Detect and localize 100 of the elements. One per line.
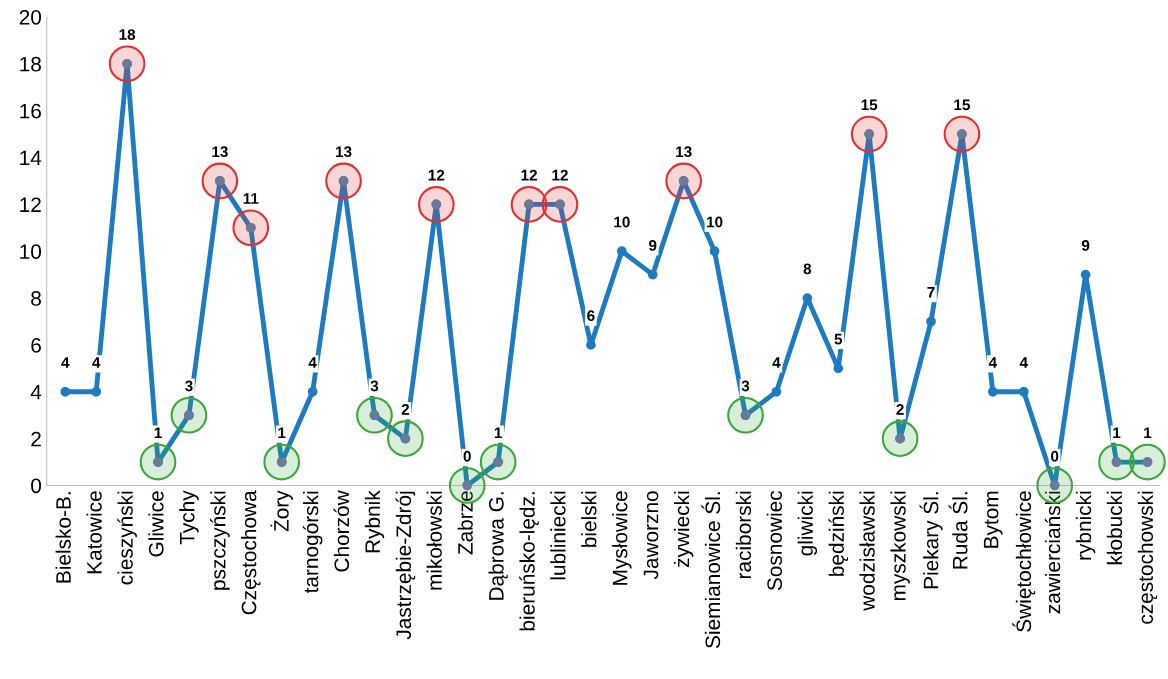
x-tick-label: myszkowski — [890, 491, 910, 601]
data-label: 1 — [154, 427, 162, 439]
data-label: 4 — [308, 357, 317, 368]
x-tick-label: będziński — [828, 491, 849, 576]
data-label: 2 — [401, 403, 410, 415]
data-label: 3 — [741, 380, 750, 392]
y-tick-label: 12 — [20, 197, 41, 212]
point — [356, 396, 393, 434]
x-tick-label: Siemianowice Śl. — [701, 492, 721, 649]
data-label: 15 — [861, 99, 878, 111]
data-label: 0 — [463, 450, 471, 462]
x-tick-label: Katowice — [86, 491, 102, 574]
data-label: 1 — [494, 427, 502, 439]
point — [232, 209, 270, 247]
point — [802, 293, 813, 303]
x-tick-label: Żory — [270, 490, 293, 532]
x-tick-label: mikołowski — [426, 491, 442, 590]
point — [771, 386, 782, 397]
point — [510, 186, 548, 223]
data-label: 3 — [185, 380, 193, 392]
point — [479, 443, 517, 481]
x-tick-label: tarnogórski — [302, 491, 323, 594]
data-label: 4 — [988, 357, 998, 368]
point — [387, 420, 424, 457]
data-label: 11 — [243, 193, 259, 204]
x-tick-label: Dąbrowa G. — [488, 492, 508, 600]
x-tick-label: gliwicki — [797, 491, 818, 556]
data-label: 9 — [649, 239, 657, 251]
point — [1129, 443, 1166, 481]
data-label: 10 — [707, 216, 723, 228]
point — [727, 396, 764, 434]
x-tick-label: Sosnowiec — [766, 490, 783, 591]
data-label: 6 — [587, 310, 595, 322]
data-label: 12 — [552, 169, 568, 181]
y-tick-label: 14 — [20, 150, 42, 166]
point — [709, 246, 720, 257]
point — [926, 316, 936, 327]
point — [881, 420, 919, 457]
x-tick-label: Częstochowa — [241, 490, 261, 615]
x-tick-label: Zabrze — [457, 491, 473, 555]
x-tick-label: Świętochłowice — [1012, 491, 1036, 632]
data-label: 4 — [92, 357, 101, 368]
point — [201, 162, 239, 200]
point — [417, 186, 455, 223]
point — [987, 386, 998, 397]
point — [1098, 443, 1135, 481]
data-label: 12 — [521, 169, 537, 181]
point — [91, 386, 102, 397]
x-tick-label: Bytom — [983, 491, 1003, 548]
data-label: 2 — [896, 403, 904, 415]
point — [307, 386, 318, 397]
x-tick-label: Chorzów — [333, 490, 350, 572]
x-tick-label: Bielsko-B. — [55, 492, 71, 583]
point — [170, 396, 208, 434]
point — [541, 186, 579, 223]
point — [647, 269, 658, 280]
point — [60, 386, 71, 397]
data-label: 13 — [212, 146, 228, 158]
data-label: 13 — [336, 146, 352, 158]
point — [1018, 386, 1029, 397]
x-tick-label: raciborski — [735, 491, 752, 579]
x-tick-label: Jaworzno — [643, 491, 659, 580]
point — [586, 340, 596, 350]
y-tick-label: 0 — [31, 478, 42, 494]
data-label: 1 — [1144, 427, 1152, 439]
data-label: 7 — [927, 286, 935, 298]
y-tick-label: 20 — [19, 9, 42, 25]
data-label: 18 — [119, 29, 136, 40]
x-tick-label: Ruda Śl. — [948, 492, 968, 569]
data-label: 13 — [676, 146, 692, 158]
y-tick-label: 2 — [31, 431, 41, 447]
x-tick-label: Rybnik — [364, 490, 385, 553]
y-tick-label: 8 — [31, 291, 41, 306]
x-tick-label: zawierciański — [1044, 491, 1061, 614]
y-tick-label: 16 — [20, 103, 41, 119]
point — [616, 246, 627, 257]
data-label: 12 — [428, 169, 445, 181]
point — [833, 363, 844, 374]
x-tick-label: Mysłowice — [612, 491, 632, 585]
x-tick-label: pszczyński — [210, 491, 230, 590]
point — [850, 115, 888, 153]
x-tick-label: kłobucki — [1106, 491, 1123, 565]
point — [263, 443, 301, 481]
data-label: 5 — [834, 333, 843, 345]
point — [1080, 269, 1091, 280]
x-tick-label: lubliniecki — [550, 491, 566, 580]
x-tick-label: rybnicki — [1075, 491, 1096, 560]
x-tick-label: częstochowski — [1137, 491, 1158, 624]
x-tick-label: wodzisławski — [859, 491, 875, 611]
data-label: 3 — [370, 380, 379, 392]
data-label: 9 — [1081, 239, 1090, 251]
data-label: 4 — [61, 357, 70, 368]
data-label: 1 — [1113, 427, 1121, 439]
point — [943, 115, 981, 153]
x-tick-label: bieruńsko-lędz. — [519, 492, 539, 631]
data-label: 4 — [772, 357, 781, 368]
x-tick-label: Tychy — [179, 490, 199, 545]
x-tick-label: żywiecki — [673, 491, 694, 568]
data-label: 4 — [1019, 357, 1028, 368]
point — [139, 443, 177, 481]
